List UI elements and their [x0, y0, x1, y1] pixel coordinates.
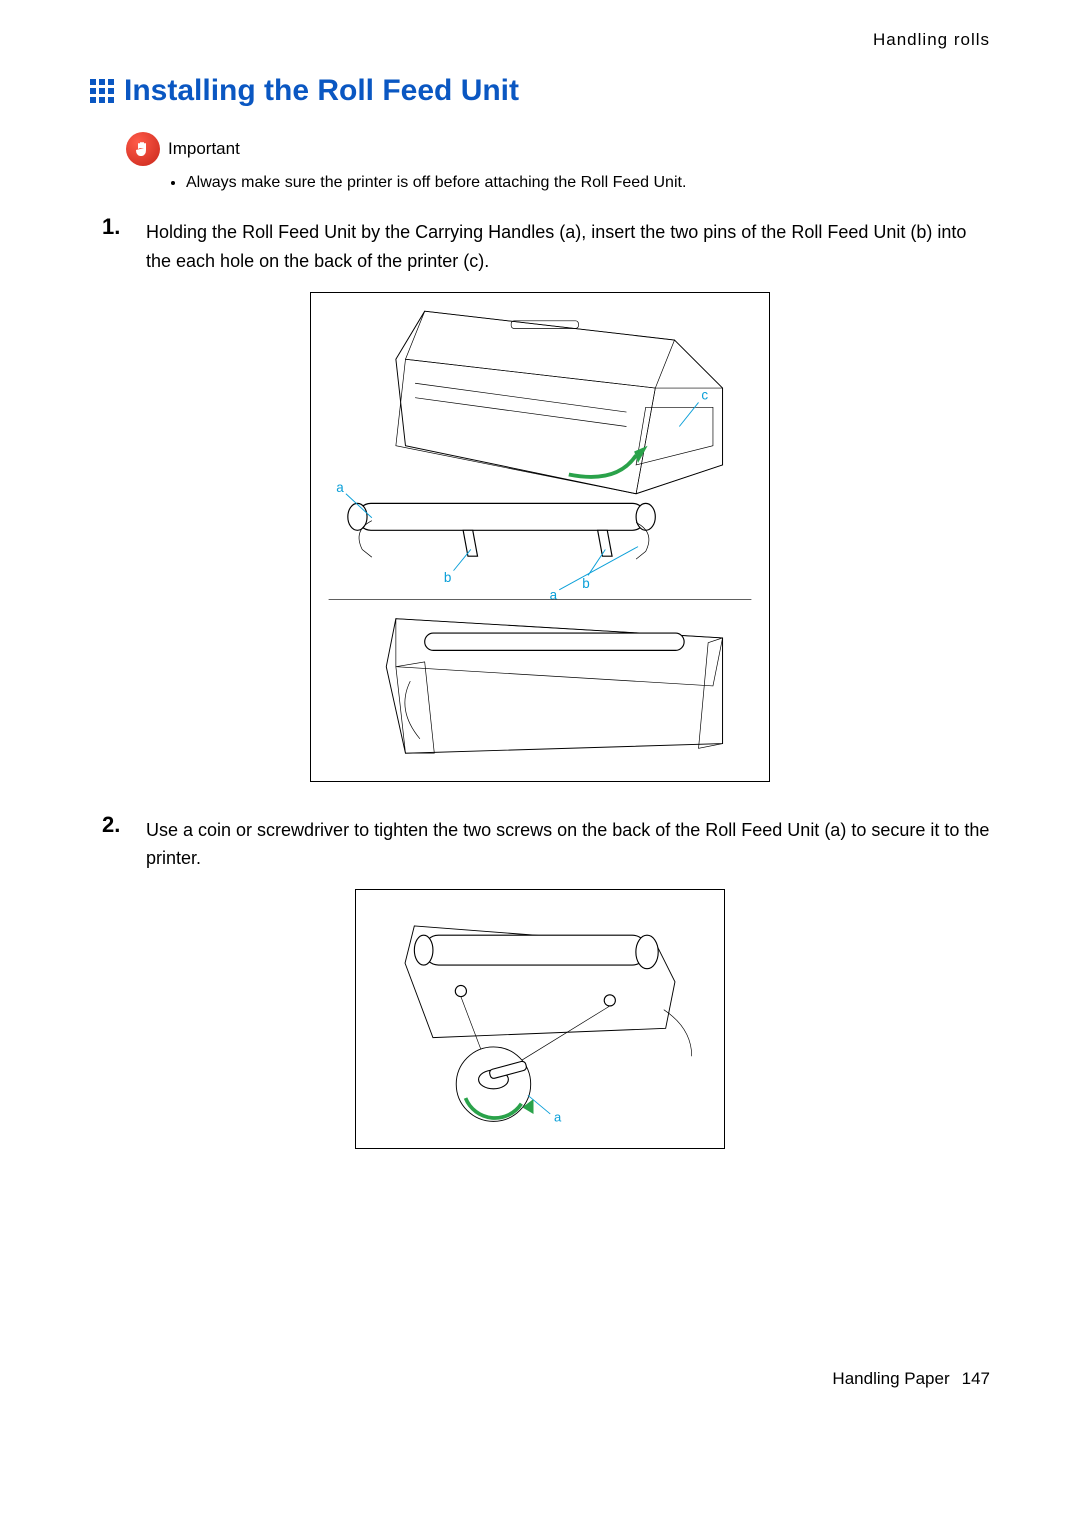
step-2-number: 2	[102, 812, 132, 874]
page-title-row: Installing the Roll Feed Unit	[90, 74, 990, 108]
fig1-label-b1: b	[444, 570, 451, 585]
fig1-label-a2: a	[550, 587, 558, 602]
footer-page-number: 147	[962, 1369, 990, 1389]
fig1-label-c: c	[701, 387, 708, 402]
step-1-text: Holding the Roll Feed Unit by the Carryi…	[146, 214, 990, 276]
figure-2-svg: a	[364, 898, 716, 1140]
figure-2: a	[90, 889, 990, 1149]
step-1: 1 Holding the Roll Feed Unit by the Carr…	[102, 214, 990, 276]
step-1-number: 1	[102, 214, 132, 276]
fig1-label-b2: b	[582, 576, 589, 591]
fig2-label-a: a	[554, 1110, 562, 1125]
important-block: Important Always make sure the printer i…	[126, 132, 990, 192]
title-bullet-icon	[90, 79, 114, 103]
header-section: Handling rolls	[90, 30, 990, 50]
hand-stop-icon	[126, 132, 160, 166]
footer-section: Handling Paper	[832, 1369, 949, 1389]
page-footer: Handling Paper 147	[90, 1369, 990, 1389]
fig1-label-a1: a	[336, 479, 344, 494]
page-title: Installing the Roll Feed Unit	[124, 74, 519, 108]
important-list: Always make sure the printer is off befo…	[186, 174, 990, 192]
figure-1-svg: c a b	[319, 301, 761, 773]
important-label: Important	[168, 139, 240, 159]
figure-1: c a b	[90, 292, 990, 782]
step-2: 2 Use a coin or screwdriver to tighten t…	[102, 812, 990, 874]
important-item: Always make sure the printer is off befo…	[186, 174, 990, 192]
step-2-text: Use a coin or screwdriver to tighten the…	[146, 812, 990, 874]
